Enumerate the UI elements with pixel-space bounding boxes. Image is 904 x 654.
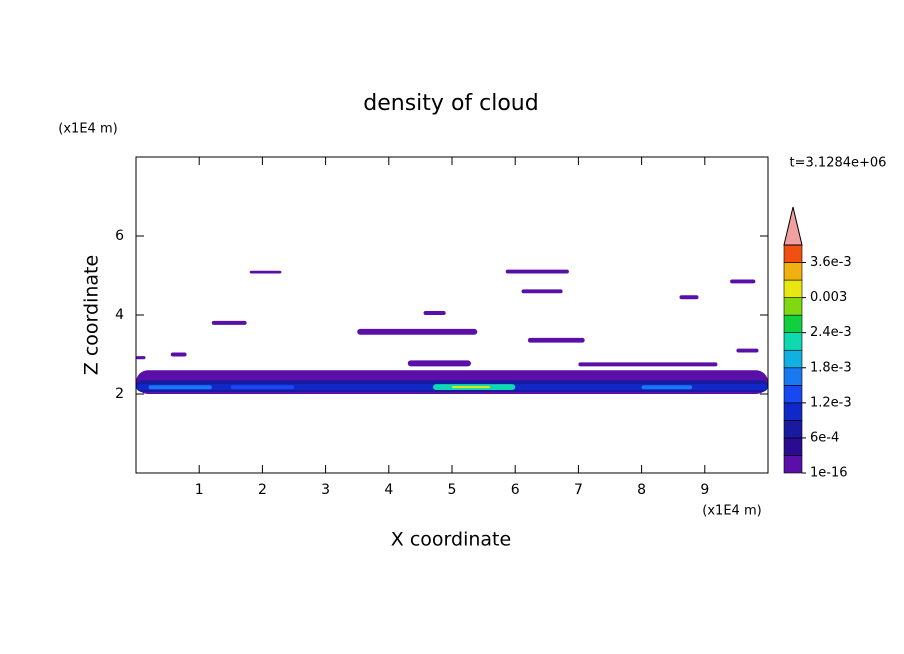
colorbar-label: 1.8e-3 xyxy=(810,360,852,375)
colorbar-label: 1e-16 xyxy=(810,466,848,481)
x-tick-label: 5 xyxy=(448,482,457,498)
colorbar-band xyxy=(783,349,803,369)
x-tick-label: 4 xyxy=(384,482,393,498)
contour-region xyxy=(452,386,490,389)
colorbar-extend xyxy=(783,206,803,246)
contour-region xyxy=(136,356,146,360)
colorbar-band xyxy=(783,385,803,404)
contour-region xyxy=(407,360,471,367)
contour-region xyxy=(679,295,699,300)
plot-frame xyxy=(135,156,769,474)
contour-region xyxy=(230,385,294,390)
colorbar-band xyxy=(783,367,803,386)
colorbar-band xyxy=(783,437,803,456)
colorbar-label: 1.2e-3 xyxy=(810,395,852,410)
colorbar-band xyxy=(783,279,803,298)
contour-region xyxy=(249,270,282,274)
contour-region xyxy=(736,348,759,353)
colorbar-band xyxy=(783,420,803,439)
y-tick-label: 4 xyxy=(115,307,124,323)
contour-region xyxy=(211,320,247,325)
x-tick-label: 7 xyxy=(574,482,583,498)
x-tick-label: 8 xyxy=(637,482,646,498)
colorbar-band xyxy=(783,244,803,263)
x-axis-label: X coordinate xyxy=(391,529,511,551)
colorbar-label: 6e-4 xyxy=(810,430,839,445)
colorbar-band xyxy=(783,297,803,316)
x-tick-label: 3 xyxy=(321,482,330,498)
contour-region xyxy=(148,385,212,390)
colorbar-band xyxy=(783,455,803,474)
contour-region xyxy=(357,328,478,335)
x-tick-label: 9 xyxy=(700,482,709,498)
colorbar-band xyxy=(783,332,803,351)
colorbar-band xyxy=(783,262,803,281)
x-unit: (x1E4 m) xyxy=(702,504,761,519)
y-axis-label: Z coordinate xyxy=(81,255,103,375)
contour-region xyxy=(505,269,569,274)
contour-region xyxy=(730,279,756,284)
contour-region xyxy=(521,289,563,294)
y-tick-label: 6 xyxy=(115,228,124,244)
colorbar-label: 0.003 xyxy=(810,290,847,305)
contour-region xyxy=(527,337,585,343)
x-tick-label: 6 xyxy=(511,482,520,498)
y-unit: (x1E4 m) xyxy=(58,122,117,137)
chart-title: density of cloud xyxy=(363,91,538,116)
x-tick-label: 1 xyxy=(195,482,204,498)
y-tick-label: 2 xyxy=(115,386,124,402)
contour-region xyxy=(641,385,693,390)
colorbar-label: 2.4e-3 xyxy=(810,325,852,340)
colorbar-band xyxy=(783,314,803,333)
x-tick-label: 2 xyxy=(258,482,267,498)
contour-region xyxy=(423,311,446,315)
colorbar-label: 3.6e-3 xyxy=(810,255,852,270)
contour-region xyxy=(578,362,718,367)
colorbar-band xyxy=(783,402,803,421)
contour-region xyxy=(170,352,187,357)
time-annotation: t=3.1284e+06 xyxy=(790,156,887,171)
